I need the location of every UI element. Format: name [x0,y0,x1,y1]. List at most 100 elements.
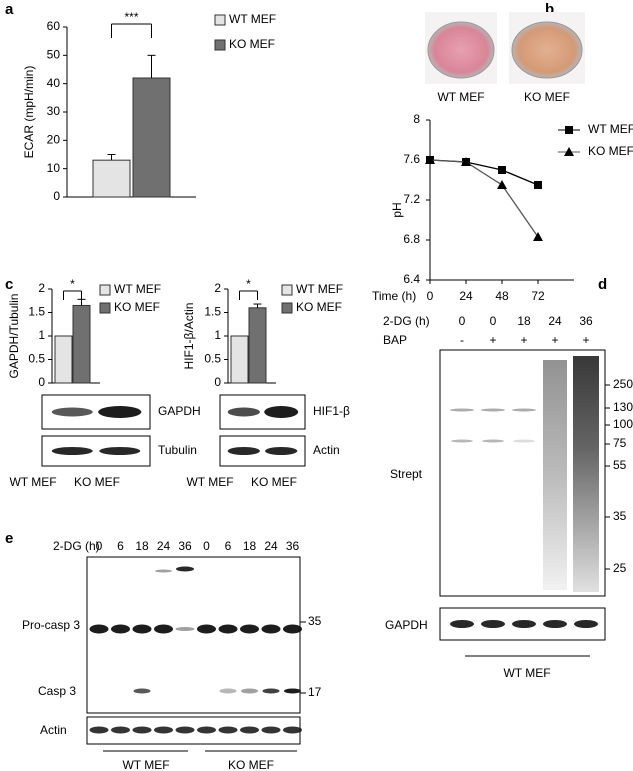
group-label: KO MEF [228,758,274,771]
marker [498,166,506,174]
band [218,624,238,634]
y-tick-label: 7.2 [403,192,420,206]
y-tick-label: 0 [38,375,45,389]
marker [533,232,543,241]
band [283,624,302,634]
bar [54,335,73,384]
dish [511,21,583,79]
band [261,726,281,734]
group-label: WT MEF [503,666,550,680]
band [284,688,301,694]
legend-swatch [214,14,226,26]
blot-label: Tubulin [158,443,197,457]
band [241,688,258,694]
band [240,624,259,634]
lane-label: + [582,333,589,347]
lane-label: + [551,333,558,347]
y-tick-label: 1.5 [28,305,45,319]
legend-swatch [281,302,293,314]
lane-label: 36 [579,314,593,328]
legend-label: WT MEF [588,122,633,136]
band [111,726,130,734]
band [240,726,259,734]
marker [497,180,507,189]
band [450,620,474,628]
y-tick-label: 6.8 [403,232,420,246]
lane-label: 24 [264,539,278,553]
lane-label: 0 [490,314,497,328]
bar [72,304,91,384]
lane-label: 6 [117,539,124,553]
blot-label: Casp 3 [38,684,76,698]
y-tick-label: 0 [53,189,60,203]
band [132,726,152,734]
y-tick-label: 1 [38,328,45,342]
band [227,447,260,455]
y-tick-label: 60 [47,19,61,33]
panel-label: c [5,276,13,293]
legend-swatch [214,39,226,51]
y-tick-label: 0.5 [28,352,45,366]
panel-label: d [598,276,607,293]
size-marker: 35 [308,614,322,628]
y-tick-label: 2 [38,281,45,295]
band [227,407,260,417]
blot-label: HIF1-β [313,404,350,418]
lane-label: 0 [203,539,210,553]
legend-marker [564,147,574,156]
band [155,569,172,573]
legend-marker [565,126,573,134]
y-tick-label: 20 [47,133,61,147]
significance: * [246,277,251,291]
band [512,408,536,412]
band [450,408,474,412]
bar [132,77,171,198]
band [262,688,280,694]
y-tick-label: 6.4 [403,272,420,286]
band [283,726,302,734]
legend-swatch [99,284,111,296]
band [543,620,567,628]
band [481,408,505,412]
size-marker: 17 [308,685,322,699]
y-tick-label: 7.6 [403,152,420,166]
y-axis-label: ECAR (mpH/min) [22,66,36,159]
size-marker: 35 [613,509,627,523]
band [512,620,536,628]
x-tick-label: 48 [495,289,509,303]
lane-label: KO MEF [74,475,120,489]
marker [534,181,542,189]
legend-label: KO MEF [114,300,160,314]
line [429,159,539,186]
band [197,726,216,734]
x-tick-label: 24 [459,289,473,303]
legend-label: KO MEF [588,144,633,158]
band [132,624,152,634]
band [218,726,238,734]
legend-label: WT MEF [114,282,161,296]
band [154,726,173,734]
band [513,439,535,443]
band [89,726,109,734]
y-tick-label: 1 [214,328,221,342]
panel-label: a [5,1,14,18]
x-tick-label: 0 [427,289,434,303]
y-tick-label: 40 [47,76,61,90]
size-marker: 25 [613,561,627,575]
legend-label: KO MEF [296,300,342,314]
blot [86,556,301,714]
dish-label: KO MEF [524,90,570,104]
lane-label: 18 [243,539,257,553]
lane-label: + [489,333,496,347]
band [574,620,598,628]
y-tick-label: 0 [214,375,221,389]
blot-label: Strept [390,467,423,481]
line [429,159,539,238]
blot-label: Actin [40,723,67,737]
lane-label: 24 [548,314,562,328]
lane-label: 18 [517,314,531,328]
y-axis-label: pH [390,202,404,217]
blot-label: GAPDH [158,404,201,418]
blot-label: Pro-casp 3 [22,618,80,632]
row-label: 2-DG (h) [383,314,430,328]
